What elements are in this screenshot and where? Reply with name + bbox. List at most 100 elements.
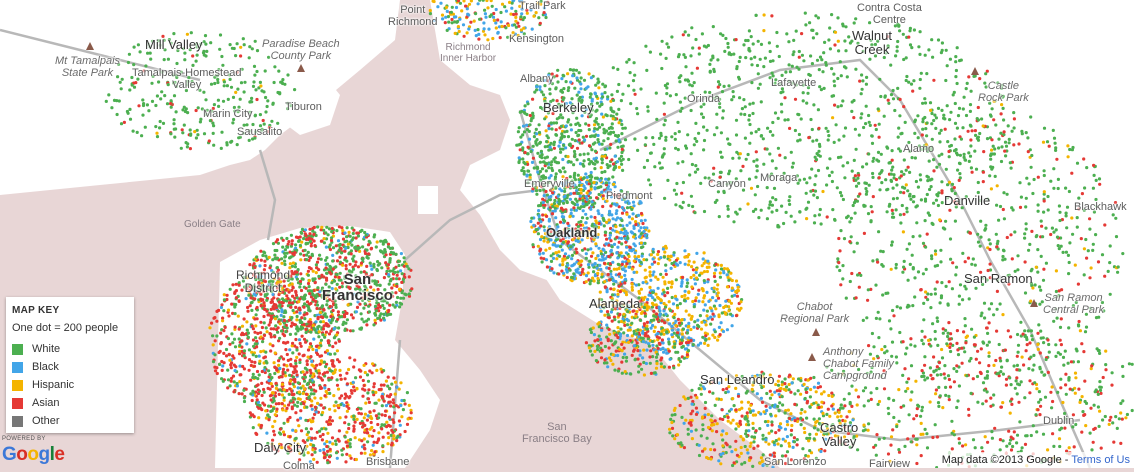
population-dot <box>335 229 339 233</box>
population-dot <box>715 422 719 426</box>
population-dot <box>617 263 621 267</box>
population-dot <box>566 88 570 93</box>
population-dot <box>537 123 541 127</box>
population-dot <box>330 230 334 234</box>
population-dot <box>256 377 260 381</box>
population-dot <box>331 345 335 349</box>
population-dot <box>549 121 553 125</box>
population-dot <box>310 436 314 440</box>
population-dot <box>389 393 393 397</box>
population-dot <box>652 329 656 333</box>
population-dot <box>726 415 730 419</box>
population-dot <box>321 333 325 337</box>
population-dot <box>333 352 337 356</box>
population-dot <box>807 439 811 443</box>
population-dot <box>712 271 717 275</box>
population-dot <box>324 245 328 249</box>
population-dot <box>751 426 755 430</box>
population-dot <box>608 146 612 150</box>
population-dot <box>642 226 647 230</box>
population-dot <box>328 415 332 419</box>
population-dot <box>570 264 574 268</box>
population-dot <box>752 440 756 444</box>
population-dot <box>343 275 347 279</box>
population-dot <box>572 272 576 276</box>
population-dot <box>719 263 724 267</box>
population-dot <box>670 420 674 425</box>
population-dot <box>614 139 618 143</box>
population-dot <box>365 255 369 259</box>
population-dot <box>288 266 292 270</box>
population-dot <box>319 403 323 407</box>
population-dot <box>274 303 278 307</box>
population-dot <box>734 448 738 452</box>
population-dot <box>232 363 236 367</box>
population-dot <box>602 261 607 265</box>
population-dot <box>724 299 728 303</box>
population-dot <box>452 15 457 19</box>
population-dot <box>323 335 327 339</box>
population-dot <box>454 5 459 10</box>
population-dot <box>643 268 647 272</box>
population-dot <box>400 280 404 284</box>
population-dot <box>758 427 762 431</box>
population-dot <box>303 379 307 383</box>
population-dot <box>325 299 329 303</box>
population-dot <box>363 451 367 455</box>
population-dot <box>574 197 578 201</box>
population-dot <box>641 356 645 360</box>
population-dot <box>344 415 348 419</box>
population-dot <box>322 360 326 364</box>
population-dot <box>387 308 391 313</box>
population-dot <box>323 386 327 390</box>
population-dot <box>343 315 347 319</box>
population-dot <box>623 281 627 285</box>
population-dot <box>625 323 630 327</box>
population-dot <box>669 285 674 289</box>
population-dot <box>584 86 588 90</box>
population-dot <box>667 280 671 284</box>
population-dot <box>381 299 386 303</box>
population-dot <box>228 358 232 362</box>
population-dot <box>570 257 574 261</box>
population-dot <box>812 417 816 421</box>
population-dot <box>673 413 677 417</box>
population-dot <box>646 297 650 302</box>
population-dot <box>235 381 239 386</box>
population-dot <box>531 116 535 120</box>
population-dot <box>669 266 673 270</box>
population-dot <box>785 419 789 424</box>
population-dot <box>601 204 605 209</box>
population-dot <box>615 203 619 207</box>
population-dot <box>328 304 332 309</box>
population-dot <box>675 333 679 337</box>
population-dot <box>282 279 286 283</box>
population-dot <box>323 291 327 295</box>
population-dot <box>768 389 772 393</box>
population-dot <box>585 216 589 220</box>
population-dot <box>242 399 247 404</box>
population-dot <box>310 407 314 411</box>
population-dot <box>604 220 609 224</box>
population-dot <box>390 286 394 290</box>
population-dot <box>548 246 552 250</box>
population-dot <box>313 436 317 440</box>
population-dot <box>651 257 655 261</box>
population-dot <box>407 292 411 296</box>
population-dot <box>516 130 521 134</box>
population-dot <box>682 446 687 450</box>
population-dot <box>577 262 581 266</box>
population-dot <box>686 396 690 400</box>
population-dot <box>715 430 719 434</box>
population-dot <box>319 257 323 261</box>
population-dot <box>605 237 609 241</box>
population-dot <box>620 206 625 210</box>
population-dot <box>600 328 604 332</box>
population-dot <box>384 404 388 408</box>
population-dot <box>274 386 278 390</box>
population-dot <box>372 409 376 413</box>
population-dot <box>296 400 300 404</box>
population-dot <box>282 398 286 402</box>
population-dot <box>462 34 466 38</box>
